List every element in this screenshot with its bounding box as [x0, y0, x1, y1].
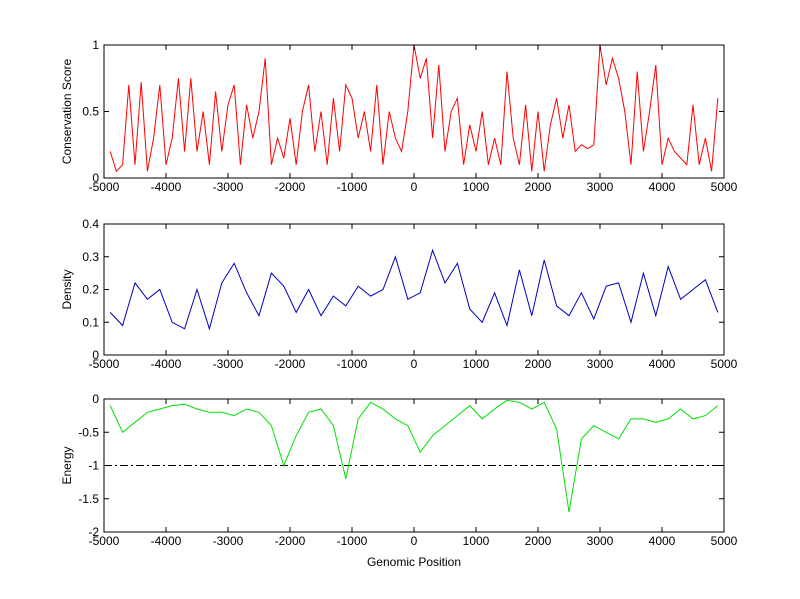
x-tick-label: 0	[411, 180, 418, 194]
x-tick-label: 1000	[463, 357, 490, 371]
x-tick-label: 5000	[711, 180, 738, 194]
y-tick-label: 0	[92, 392, 99, 406]
x-tick-label: -1000	[337, 357, 368, 371]
x-tick-label: 2000	[525, 180, 552, 194]
y-tick-label: 1	[92, 38, 99, 52]
x-tick-label: -5000	[89, 534, 120, 548]
x-tick-label: 2000	[525, 357, 552, 371]
y-tick-label: 0.2	[82, 283, 99, 297]
data-line	[109, 248, 719, 331]
x-tick-label: -5000	[89, 357, 120, 371]
x-tick-label: 4000	[649, 357, 676, 371]
x-tick-label: 2000	[525, 534, 552, 548]
x-tick-label: 3000	[587, 534, 614, 548]
x-tick-label: 0	[411, 534, 418, 548]
x-tick-label: 4000	[649, 180, 676, 194]
y-tick-label: -2	[88, 525, 99, 539]
x-tick-label: 3000	[587, 180, 614, 194]
x-tick-label: -2000	[275, 357, 306, 371]
x-tick-label: 5000	[711, 357, 738, 371]
x-tick-label: 4000	[649, 534, 676, 548]
y-axis-label: Density	[60, 269, 74, 309]
y-tick-label: 0	[92, 171, 99, 185]
y-axis-label: Conservation Score	[60, 58, 74, 164]
x-tick-label: -4000	[151, 180, 182, 194]
data-line	[109, 399, 719, 513]
y-tick-label: 0.4	[82, 217, 99, 231]
x-tick-label: 0	[411, 357, 418, 371]
y-axis-label: Energy	[60, 446, 74, 484]
y-tick-label: -1	[88, 459, 99, 473]
y-tick-label: 0.3	[82, 250, 99, 264]
x-tick-label: -3000	[213, 534, 244, 548]
x-tick-label: -4000	[151, 534, 182, 548]
x-tick-label: -1000	[337, 180, 368, 194]
x-tick-label: -2000	[275, 534, 306, 548]
y-tick-label: 0.1	[82, 315, 99, 329]
x-tick-label: 5000	[711, 534, 738, 548]
y-tick-label: 0.5	[82, 105, 99, 119]
x-tick-label: -2000	[275, 180, 306, 194]
x-tick-label: -1000	[337, 534, 368, 548]
x-tick-label: -3000	[213, 180, 244, 194]
y-tick-label: -0.5	[78, 425, 99, 439]
y-tick-label: 0	[92, 348, 99, 362]
y-tick-label: -1.5	[78, 492, 99, 506]
x-tick-label: 3000	[587, 357, 614, 371]
axes-background	[104, 45, 724, 178]
x-tick-label: 1000	[463, 180, 490, 194]
x-tick-label: -5000	[89, 180, 120, 194]
x-tick-label: -4000	[151, 357, 182, 371]
x-axis-label: Genomic Position	[367, 555, 461, 569]
x-tick-label: -3000	[213, 357, 244, 371]
x-tick-label: 1000	[463, 534, 490, 548]
